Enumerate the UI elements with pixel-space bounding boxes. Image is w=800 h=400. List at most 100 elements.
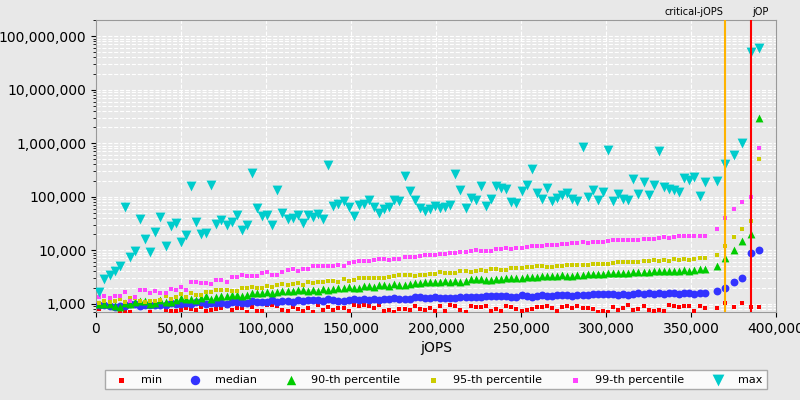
90-th percentile — [494, 276, 507, 282]
90-th percentile — [226, 292, 238, 298]
max — [215, 217, 228, 224]
90-th percentile — [266, 290, 278, 296]
median — [439, 294, 452, 301]
90-th percentile — [591, 271, 604, 277]
90-th percentile — [530, 274, 543, 280]
99-th percentile — [591, 239, 604, 245]
90-th percentile — [612, 270, 625, 277]
max — [494, 185, 507, 191]
min — [423, 305, 436, 311]
median — [423, 294, 436, 301]
median — [470, 294, 482, 300]
90-th percentile — [718, 255, 731, 262]
median — [215, 300, 228, 306]
min — [683, 303, 696, 309]
median — [464, 294, 477, 300]
99-th percentile — [230, 274, 243, 280]
max — [566, 196, 578, 202]
99-th percentile — [500, 245, 513, 252]
95-th percentile — [485, 266, 498, 272]
max — [230, 212, 243, 218]
90-th percentile — [566, 272, 578, 279]
95-th percentile — [693, 255, 706, 262]
99-th percentile — [571, 240, 584, 246]
max — [546, 198, 558, 204]
min — [291, 306, 304, 312]
min — [297, 308, 310, 314]
95-th percentile — [337, 276, 350, 282]
max — [591, 196, 604, 203]
99-th percentile — [479, 248, 492, 254]
min — [144, 309, 157, 315]
99-th percentile — [627, 236, 640, 243]
99-th percentile — [352, 258, 365, 264]
max — [205, 182, 218, 189]
90-th percentile — [342, 284, 355, 290]
max — [174, 238, 187, 245]
95-th percentile — [582, 262, 594, 268]
99-th percentile — [154, 290, 167, 296]
95-th percentile — [597, 261, 610, 267]
max — [312, 211, 325, 217]
95-th percentile — [637, 258, 650, 264]
max — [149, 229, 162, 236]
min — [174, 306, 187, 313]
max — [393, 198, 406, 205]
90-th percentile — [388, 281, 401, 288]
95-th percentile — [710, 252, 723, 258]
90-th percentile — [418, 279, 431, 286]
99-th percentile — [530, 243, 543, 250]
median — [658, 290, 670, 297]
95-th percentile — [454, 268, 467, 274]
99-th percentile — [683, 233, 696, 239]
max — [582, 194, 594, 200]
95-th percentile — [490, 266, 502, 272]
95-th percentile — [93, 300, 106, 306]
min — [586, 306, 599, 312]
min — [235, 304, 248, 311]
95-th percentile — [134, 298, 146, 304]
90-th percentile — [220, 292, 233, 299]
95-th percentile — [261, 283, 274, 289]
min — [388, 308, 401, 315]
median — [606, 291, 619, 298]
95-th percentile — [414, 271, 426, 278]
90-th percentile — [312, 288, 325, 294]
90-th percentile — [123, 301, 136, 308]
max — [627, 176, 640, 182]
95-th percentile — [159, 293, 172, 299]
99-th percentile — [464, 248, 477, 254]
median — [332, 297, 345, 304]
90-th percentile — [744, 231, 757, 237]
median — [337, 298, 350, 304]
median — [235, 300, 248, 306]
99-th percentile — [235, 272, 248, 279]
min — [582, 305, 594, 311]
99-th percentile — [535, 243, 548, 249]
90-th percentile — [118, 299, 131, 306]
95-th percentile — [464, 268, 477, 275]
99-th percentile — [373, 256, 386, 262]
min — [129, 302, 142, 309]
99-th percentile — [256, 270, 269, 276]
95-th percentile — [688, 256, 701, 262]
min — [215, 305, 228, 312]
median — [362, 296, 375, 303]
90-th percentile — [423, 278, 436, 285]
99-th percentile — [342, 259, 355, 266]
median — [200, 300, 213, 307]
min — [662, 302, 675, 308]
median — [459, 293, 472, 300]
median — [98, 302, 111, 308]
95-th percentile — [526, 264, 538, 270]
min — [418, 306, 431, 313]
min — [459, 309, 472, 315]
99-th percentile — [170, 286, 182, 293]
95-th percentile — [276, 281, 289, 288]
median — [291, 297, 304, 304]
90-th percentile — [535, 273, 548, 280]
min — [632, 306, 645, 312]
median — [220, 300, 233, 307]
min — [164, 307, 177, 314]
95-th percentile — [727, 233, 740, 240]
